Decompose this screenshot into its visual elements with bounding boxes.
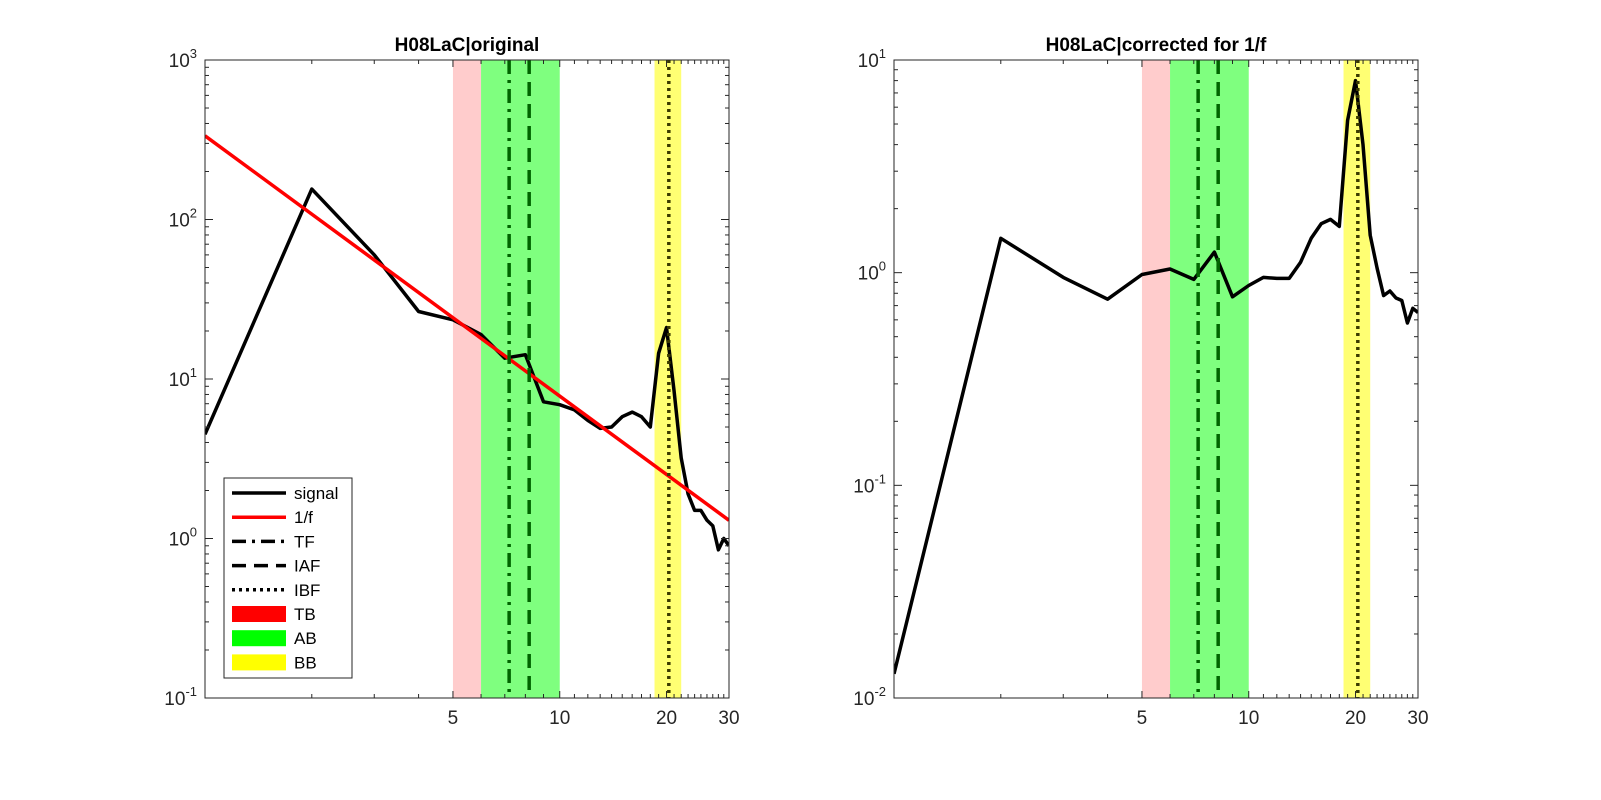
chart1-legend-label-ibf: IBF [294,581,320,600]
chart1-legend-swatch-bb [232,654,286,671]
chart1-x-tick-label: 30 [718,708,739,729]
chart2-series-signal-line [894,78,1418,675]
chart2-band-ab [1170,60,1249,698]
chart1-legend-label-bb: BB [294,653,317,672]
chart1-legend-label-signal: signal [294,484,338,503]
chart1-legend: signal 1/f TF IAF IBF TB AB BB [223,477,353,679]
chart1-title: H08LaC|original [395,35,540,56]
chart1-band-bb [654,60,682,698]
chart2-y-tick-label: 10-2 [853,684,886,710]
chart2-title: H08LaC|corrected for 1/f [1046,35,1267,56]
chart2-x-tick-label: 10 [1238,708,1259,729]
chart2-plot-content [894,60,1418,698]
chart1-legend-label-tf: TF [294,532,315,551]
chart1-band-ab [481,60,560,698]
chart1-legend-box [223,477,353,679]
chart2-plot-area [894,60,1418,698]
chart1-y-tick-label: 10-1 [164,684,197,710]
chart1-y-tick-label: 102 [169,206,197,232]
chart1-y-tick-label: 101 [169,365,197,391]
chart2-x-tick-label: 5 [1137,708,1148,729]
chart1-y-tick-label: 103 [169,46,197,72]
chart1-x-tick-label: 10 [549,708,570,729]
chart1-legend-swatch-tb [232,606,286,622]
chart2-axes-box [893,59,1419,699]
chart2-y-tick-label: 10-1 [853,471,886,497]
chart1-legend-label-ab: AB [294,629,317,648]
chart1-series-signal-line [205,187,729,552]
chart1-legend-swatch-ab [232,630,286,647]
chart1-plot-content [205,60,729,698]
chart1-series-one-over-f-line [205,134,729,522]
chart2-y-tick-label: 101 [858,46,886,72]
chart2-y-tick-label: 100 [858,259,886,285]
chart1-group: 5 10 20 30 10-1 100 101 102 103 H08LaC|original si… [164,35,739,729]
chart1-x-tick-label: 20 [656,708,677,729]
chart2-x-tick-label: 30 [1407,708,1428,729]
chart2-x-tick-label: 20 [1345,708,1366,729]
chart1-legend-label-tb: TB [294,605,316,624]
chart2-group: 5 10 20 30 10-2 10-1 100 101 H08LaC|corrected fo… [853,35,1428,729]
chart1-legend-label-iaf: IAF [294,557,320,576]
chart1-y-tick-label: 100 [169,525,197,551]
chart1-band-tb [452,60,482,698]
chart2-band-bb [1343,60,1371,698]
chart2-band-tb [1141,60,1171,698]
chart1-legend-label-one-over-f: 1/f [294,508,313,527]
chart1-x-tick-label: 5 [448,708,459,729]
